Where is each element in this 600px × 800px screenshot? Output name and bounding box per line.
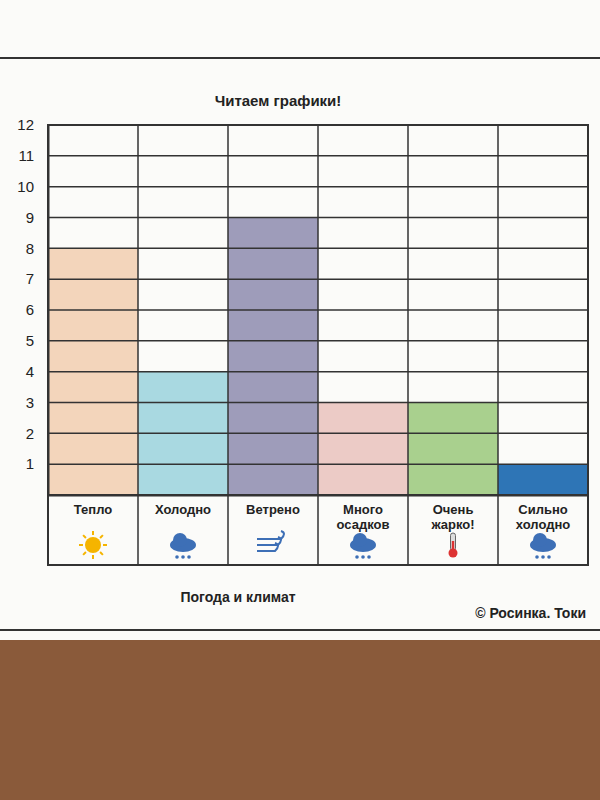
x-tick-label-line: Тепло xyxy=(74,502,112,517)
annotation: © Росинка. Токи xyxy=(475,605,586,621)
x-axis: Тепло Холодно Ветрено Многоосадков Оченьжарк… xyxy=(49,495,589,532)
y-tick: 10 xyxy=(17,178,48,195)
column-border xyxy=(407,125,409,565)
y-tick-label: 11 xyxy=(18,147,34,164)
bar xyxy=(408,403,498,496)
y-tick-label: 6 xyxy=(26,301,34,318)
icon xyxy=(350,533,376,559)
x-tick: Холодно xyxy=(155,495,211,517)
y-tick-label: 10 xyxy=(17,178,34,195)
icon xyxy=(79,531,107,559)
x-tick-label-line: холодно xyxy=(516,517,570,532)
y-tick: 2 xyxy=(26,425,48,442)
y-tick: 5 xyxy=(26,332,48,349)
y-tick: 9 xyxy=(26,209,48,226)
y-tick-label: 7 xyxy=(26,270,34,287)
title: Читаем графики! xyxy=(215,92,342,109)
plot: 123456789101112ТеплоХолодноВетреноМногоо… xyxy=(17,116,588,565)
y-tick: 6 xyxy=(26,301,48,318)
bar xyxy=(318,403,408,496)
y-tick: 3 xyxy=(26,394,48,411)
x-tick-label-line: осадков xyxy=(337,517,390,532)
column-border xyxy=(137,125,139,565)
icon xyxy=(170,533,196,559)
x-tick: Ветрено xyxy=(246,495,300,517)
x-tick: Сильнохолодно xyxy=(516,495,570,532)
grid xyxy=(48,125,588,565)
paper-rule xyxy=(0,629,600,631)
x-tick-label-line: Сильно xyxy=(518,502,567,517)
x-tick-label: Многоосадков xyxy=(337,502,390,532)
y-tick-label: 1 xyxy=(26,455,34,472)
column-border xyxy=(317,125,319,565)
bar xyxy=(228,218,318,496)
y-tick: 7 xyxy=(26,270,48,287)
x-tick: Многоосадков xyxy=(337,495,390,532)
table-surface xyxy=(0,640,600,800)
y-tick-label: 9 xyxy=(26,209,34,226)
x-tick-label-line: Ветрено xyxy=(246,502,300,517)
x-tick-label: Оченьжарко! xyxy=(430,502,474,532)
x-tick-label: Сильнохолодно xyxy=(516,502,570,532)
y-tick-label: 2 xyxy=(26,425,34,442)
y-tick: 12 xyxy=(17,116,48,133)
x-tick-label: Ветрено xyxy=(246,502,300,517)
column-border xyxy=(227,125,229,565)
frame xyxy=(48,125,588,565)
x-tick-label: Тепло xyxy=(74,502,112,517)
icon xyxy=(449,533,458,558)
y-tick: 11 xyxy=(18,147,48,164)
y-tick: 8 xyxy=(26,240,48,257)
x-tick: Оченьжарко! xyxy=(430,495,474,532)
paper-rule xyxy=(0,57,600,59)
paper xyxy=(0,0,600,640)
icon xyxy=(257,531,284,551)
x-tick: Тепло xyxy=(74,495,112,517)
bar xyxy=(498,464,588,495)
baseline xyxy=(48,494,588,496)
y-axis: 123456789101112 xyxy=(17,116,48,495)
x-axis-line xyxy=(49,495,589,497)
x-tick-label-line: Много xyxy=(343,502,383,517)
y-tick-label: 5 xyxy=(26,332,34,349)
y-tick-label: 8 xyxy=(26,240,34,257)
icons xyxy=(79,531,556,559)
x-axis-title: Погода и климат xyxy=(180,589,295,605)
y-axis-line xyxy=(48,126,50,496)
column-border xyxy=(497,125,499,565)
chart: 123456789101112ТеплоХолодноВетреноМногоо… xyxy=(0,0,600,800)
y-tick-label: 4 xyxy=(26,363,34,380)
y-tick: 1 xyxy=(26,455,48,472)
x-tick-label-line: Очень xyxy=(433,502,474,517)
y-tick: 4 xyxy=(26,363,48,380)
icon xyxy=(530,533,556,559)
y-tick-label: 12 xyxy=(17,116,34,133)
y-tick-label: 3 xyxy=(26,394,34,411)
x-tick-label-line: жарко! xyxy=(430,517,474,532)
x-tick-label-line: Холодно xyxy=(155,502,211,517)
x-tick-label: Холодно xyxy=(155,502,211,517)
